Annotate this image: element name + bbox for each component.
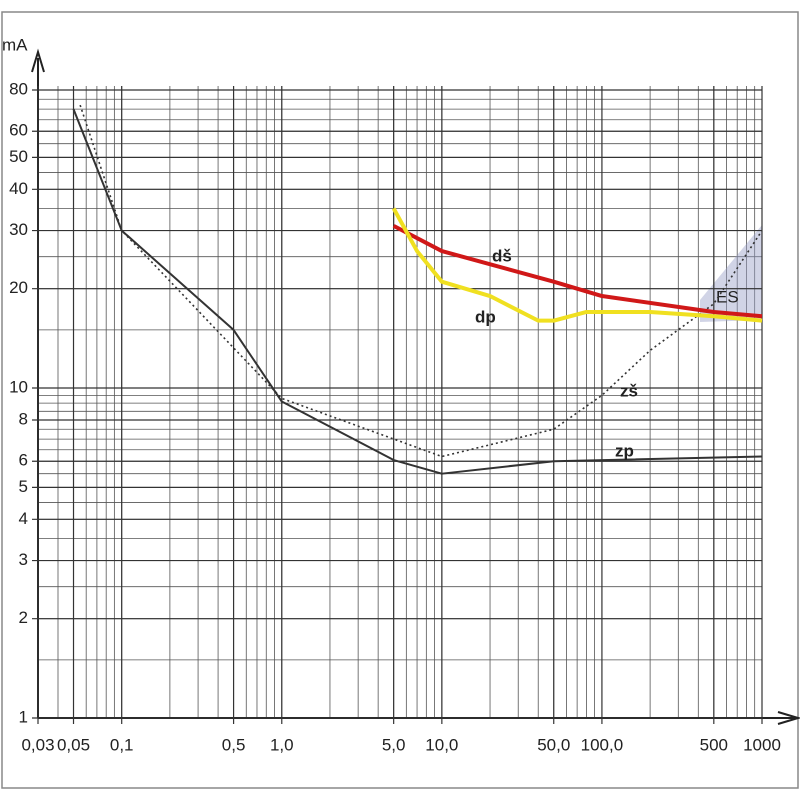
x-tick-label: 100,0 xyxy=(581,735,624,754)
y-tick-label: 2 xyxy=(19,608,28,627)
series-label: dš xyxy=(492,246,512,265)
annotation: ES xyxy=(716,287,739,306)
x-tick-label: 0,5 xyxy=(222,735,246,754)
frame xyxy=(1,11,799,789)
y-tick-label: 5 xyxy=(19,477,28,496)
x-tick-label: 1,0 xyxy=(270,735,294,754)
y-tick-label: 30 xyxy=(9,220,28,239)
y-tick-label: 1 xyxy=(19,707,28,726)
y-axis-label: mA xyxy=(2,35,28,54)
line-series xyxy=(391,207,763,323)
line-series xyxy=(72,108,763,475)
line-series xyxy=(392,224,763,319)
x-tick-label: 50,0 xyxy=(537,735,570,754)
y-tick-label: 10 xyxy=(9,377,28,396)
series-label: zš xyxy=(620,381,638,400)
y-tick-label: 3 xyxy=(19,550,28,569)
series-label: dp xyxy=(475,307,496,326)
x-tick-label: 500 xyxy=(700,735,728,754)
y-tick-label: 40 xyxy=(9,179,28,198)
x-tick-label: 0,1 xyxy=(110,735,134,754)
x-tick-label: 10,0 xyxy=(425,735,458,754)
x-tick-label: 0,05 xyxy=(57,735,90,754)
series-label: zp xyxy=(615,441,634,460)
y-tick-label: 4 xyxy=(19,509,28,528)
y-tick-label: 8 xyxy=(19,409,28,428)
x-tick-label: 0,03 xyxy=(21,735,54,754)
y-tick-label: 20 xyxy=(9,278,28,297)
es-region xyxy=(700,225,762,322)
y-tick-label: 60 xyxy=(9,121,28,140)
x-tick-label: 1000 xyxy=(743,735,781,754)
y-tick-label: 6 xyxy=(19,451,28,470)
x-tick-label: 5,0 xyxy=(382,735,406,754)
y-tick-label: 80 xyxy=(9,79,28,98)
y-tick-label: 50 xyxy=(9,147,28,166)
